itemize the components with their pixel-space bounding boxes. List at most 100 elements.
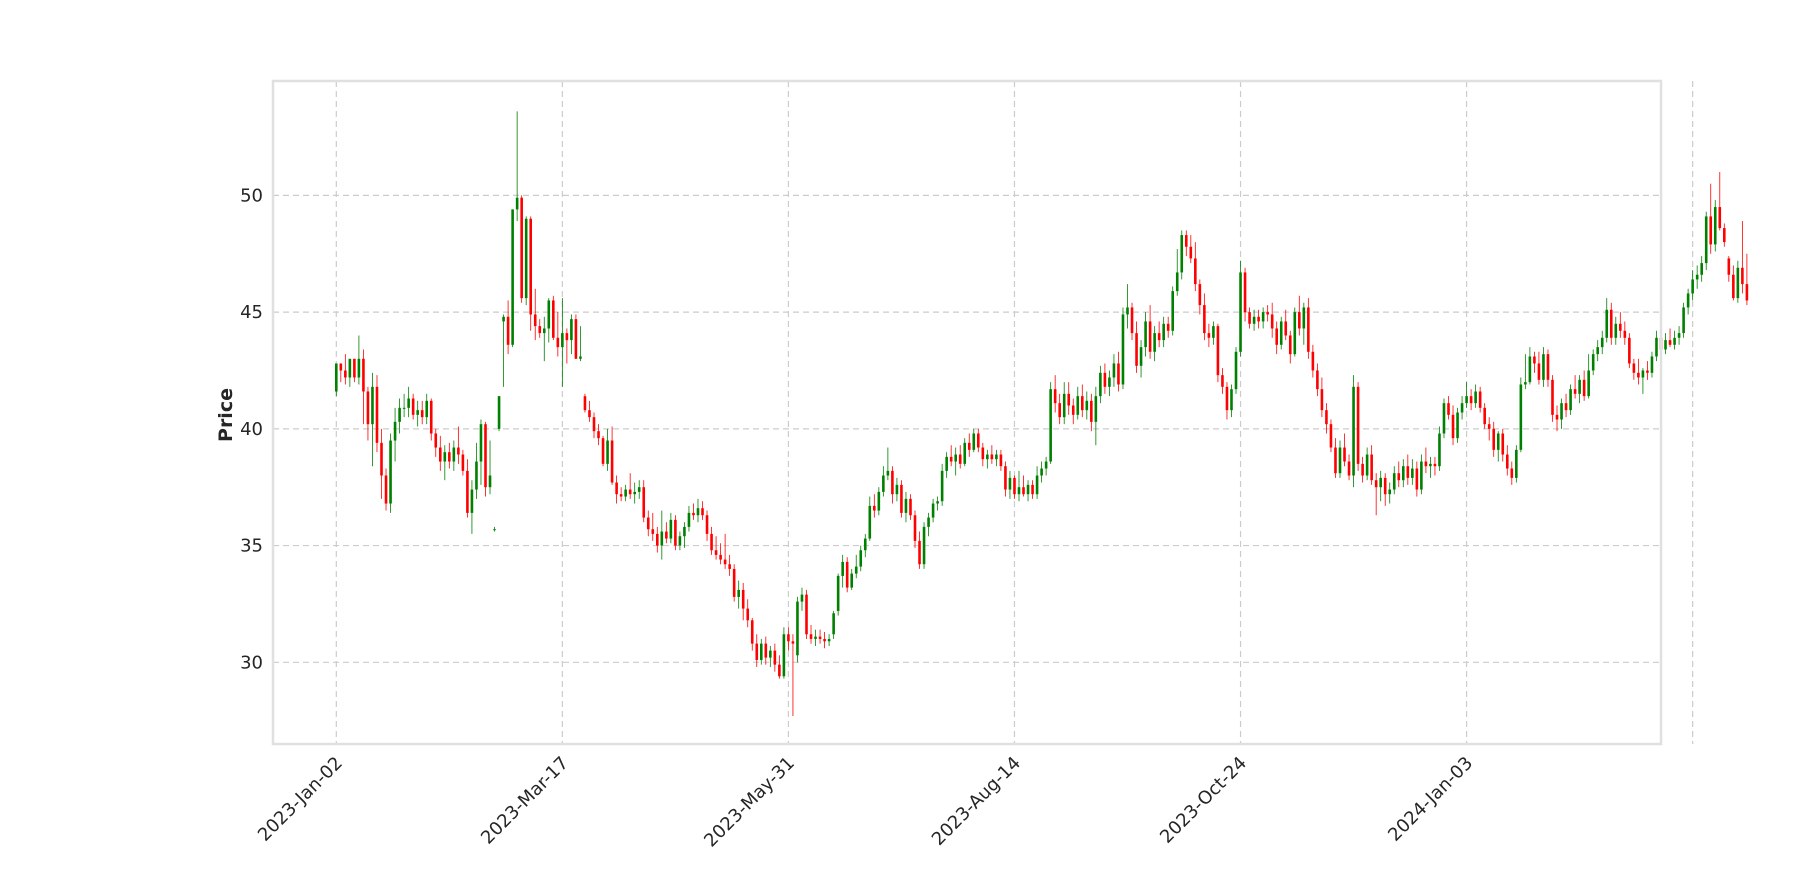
candle-body (438, 447, 442, 462)
candle (927, 512, 930, 537)
candle-body (832, 613, 835, 635)
candle-body (1442, 403, 1446, 434)
candle (438, 435, 442, 471)
candle (705, 510, 709, 541)
candle-body (362, 358, 365, 392)
candle-body (836, 575, 840, 611)
candle (1496, 431, 1500, 462)
candle-body (1230, 389, 1233, 411)
candle-body (1194, 258, 1197, 285)
candle (1175, 249, 1179, 296)
candle-body (922, 526, 926, 565)
candle-body (610, 440, 614, 483)
candle-body (1099, 372, 1102, 397)
candle-body (1189, 246, 1193, 259)
candle (1474, 384, 1477, 408)
candle (1076, 386, 1080, 420)
candle (1732, 265, 1735, 301)
candle-body (1718, 207, 1722, 229)
candle-body (891, 470, 894, 495)
candle-body (1478, 391, 1482, 408)
candle (1347, 454, 1351, 481)
candle (1487, 417, 1491, 441)
candle-body (520, 197, 523, 299)
candle-body (963, 442, 967, 464)
candle (1704, 211, 1708, 271)
candle (967, 433, 971, 457)
candle-body (873, 505, 876, 511)
candle (443, 445, 447, 481)
candle (624, 484, 627, 502)
candle (1515, 445, 1518, 483)
candle-body (1722, 228, 1726, 243)
candle (1560, 398, 1563, 429)
candle (1365, 447, 1369, 481)
candle (344, 354, 347, 385)
candle-body (1279, 321, 1283, 345)
candle-body (1510, 468, 1514, 478)
candle (1537, 351, 1541, 385)
candle-body (1677, 333, 1681, 338)
candle-body (402, 407, 406, 409)
candle (416, 400, 419, 427)
candle (1727, 256, 1731, 282)
candle (1510, 461, 1514, 485)
candle-body (1225, 386, 1229, 411)
candle (1609, 302, 1613, 345)
candle (1587, 354, 1590, 399)
candle-body (547, 300, 551, 329)
candle-body (1108, 377, 1111, 387)
candle-body (931, 503, 935, 518)
candle-body (1505, 454, 1509, 469)
candle-body (1374, 480, 1378, 488)
candle-body (683, 526, 686, 537)
candle-body (651, 529, 655, 534)
candle-body (1307, 307, 1310, 352)
candle (561, 298, 564, 387)
candle (1126, 284, 1129, 329)
candle-body (1243, 272, 1247, 313)
candle (1406, 454, 1410, 485)
candle (1442, 398, 1446, 439)
candle-body (1619, 323, 1622, 331)
candle (1524, 354, 1527, 390)
candle (1035, 466, 1039, 499)
candle (1551, 375, 1554, 422)
candle-body (1085, 400, 1089, 411)
candle-body (375, 386, 379, 443)
candle (1071, 398, 1075, 425)
candle-body (1365, 454, 1369, 476)
plot-background (273, 81, 1661, 744)
candle-body (484, 424, 487, 488)
candle-body (1094, 396, 1098, 422)
candle-body (1487, 424, 1491, 429)
candle (922, 522, 926, 569)
candle-body (1533, 356, 1536, 364)
candle-body (940, 470, 944, 502)
candle-body (1460, 403, 1464, 413)
candle-body (1008, 477, 1012, 490)
candle (1221, 368, 1224, 394)
candle (1429, 456, 1432, 478)
candle-body (434, 433, 438, 448)
candle-body (461, 454, 465, 471)
candle (1013, 475, 1016, 499)
candle (1569, 384, 1572, 415)
candle (674, 515, 677, 551)
candle (1641, 368, 1645, 394)
candle (375, 375, 379, 453)
candle-body (615, 482, 618, 495)
candle (940, 463, 944, 506)
candle (1062, 382, 1066, 425)
candle (1383, 473, 1387, 506)
candle-body (1388, 489, 1392, 495)
candle-body (1207, 333, 1211, 338)
candle (936, 496, 939, 511)
candle-body (895, 484, 899, 495)
candle (339, 363, 343, 383)
candle (1058, 393, 1061, 425)
candle-body (1040, 468, 1043, 476)
candle-body (1090, 400, 1093, 422)
candle (1388, 482, 1392, 504)
candle-body (1288, 335, 1292, 355)
